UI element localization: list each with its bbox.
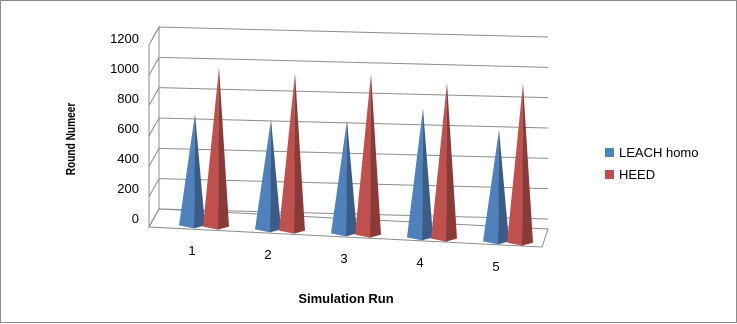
gridline xyxy=(158,56,549,68)
y-tick-label: 800 xyxy=(117,91,139,106)
x-tick-label: 5 xyxy=(492,259,499,274)
legend-label: LEACH homo xyxy=(619,145,698,160)
cone-leach-homo-run-2-side xyxy=(270,119,281,233)
cone-heed-run-2-front xyxy=(279,72,295,234)
gridline-side xyxy=(148,26,160,46)
cone-leach-homo-run-1-front xyxy=(179,113,195,229)
gridline xyxy=(158,26,549,38)
cone-leach-homo-run-5-front xyxy=(483,129,499,245)
y-tick-label: 600 xyxy=(117,121,139,136)
legend-swatch xyxy=(605,148,614,157)
y-tick-label: 1200 xyxy=(110,31,139,46)
y-tick-label: 200 xyxy=(117,181,139,196)
y-axis-title: Round Numeer xyxy=(64,102,78,175)
gridline-side xyxy=(148,117,160,137)
cone-leach-homo-run-3-side xyxy=(346,120,357,237)
x-tick-label: 1 xyxy=(188,243,195,258)
x-tick-label: 4 xyxy=(416,255,423,270)
cone-leach-homo-run-1-side xyxy=(194,113,205,229)
cone-heed-run-4-front xyxy=(431,82,447,242)
legend-swatch xyxy=(605,170,614,179)
gridline xyxy=(158,87,549,99)
y-tick-label: 0 xyxy=(132,211,139,226)
x-tick-label: 3 xyxy=(340,251,347,266)
gridline-side xyxy=(148,178,160,197)
x-tick-label: 2 xyxy=(264,247,271,262)
cone-heed-run-3-front xyxy=(355,73,371,238)
gridline-side xyxy=(148,208,160,228)
cone-marks xyxy=(179,67,533,246)
gridline-side xyxy=(148,57,160,76)
y-tick-labels: 0 200 400 600 800 1000 1200 xyxy=(110,31,139,226)
cone-leach-homo-run-3-front xyxy=(331,120,347,237)
cone-leach-homo-run-4-front xyxy=(407,108,423,241)
y-tick-label: 400 xyxy=(117,151,139,166)
cone-heed-run-5-side xyxy=(522,83,533,246)
cone-heed-run-1-front xyxy=(203,67,219,230)
legend: LEACH homo HEED xyxy=(605,145,698,182)
cone-heed-run-2-side xyxy=(294,72,305,234)
gridline xyxy=(158,117,549,129)
cone-leach-homo-run-5-side xyxy=(498,129,509,245)
cone-leach-homo-run-4-side xyxy=(422,108,433,241)
x-axis-title: Simulation Run xyxy=(298,291,393,306)
cone-leach-homo-run-2-front xyxy=(255,119,271,233)
cone-heed-run-5-front xyxy=(507,83,523,246)
cone-heed-run-4-side xyxy=(446,82,457,242)
legend-label: HEED xyxy=(619,167,655,182)
gridline-side xyxy=(148,148,160,167)
cone-heed-run-1-side xyxy=(218,67,229,230)
y-tick-label: 1000 xyxy=(110,61,139,76)
cone-heed-run-3-side xyxy=(370,73,381,238)
gridline-side xyxy=(148,87,160,106)
x-tick-labels: 1 2 3 4 5 xyxy=(188,243,499,274)
